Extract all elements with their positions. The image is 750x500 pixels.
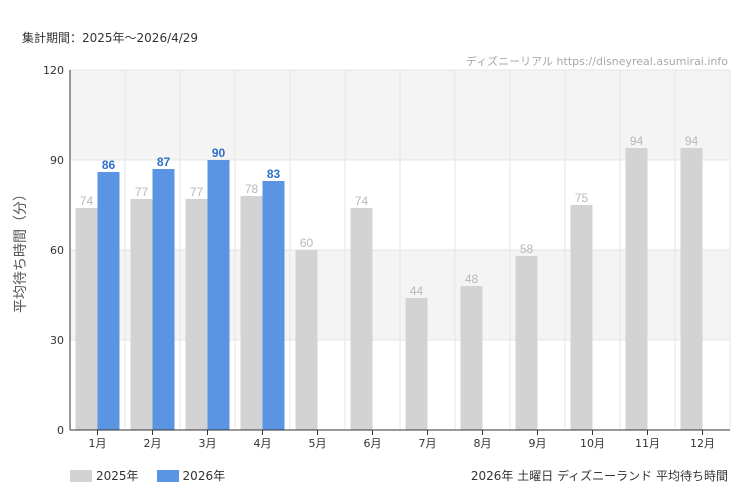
period-label: 集計期間：2025年～2026/4/29: [22, 31, 199, 45]
bar-2025年-9月: [515, 256, 538, 430]
data-label: 44: [410, 284, 424, 298]
x-tick-label: 1月: [89, 437, 107, 450]
bar-2025年-12月: [680, 148, 703, 430]
data-label: 60: [300, 236, 314, 250]
data-label: 74: [80, 194, 94, 208]
x-tick-label: 3月: [199, 437, 217, 450]
data-label: 77: [135, 185, 149, 199]
y-tick-label: 30: [50, 334, 64, 347]
legend-swatch-2026: [156, 469, 179, 482]
bar-2025年-3月: [185, 199, 208, 430]
data-label: 48: [465, 272, 479, 286]
data-label: 87: [157, 155, 171, 169]
legend: 2025年 2026年: [70, 467, 243, 484]
x-tick-label: 11月: [635, 437, 660, 450]
x-tick-label: 4月: [254, 437, 272, 450]
data-label: 74: [355, 194, 369, 208]
x-tick-label: 8月: [474, 437, 492, 450]
y-tick-label: 60: [50, 244, 64, 257]
data-label: 90: [212, 146, 226, 160]
bar-2025年-7月: [405, 298, 428, 430]
data-label: 86: [102, 158, 116, 172]
x-tick-label: 9月: [529, 437, 547, 450]
bar-2025年-6月: [350, 208, 373, 430]
x-tick-label: 5月: [309, 437, 327, 450]
bar-2025年-4月: [240, 196, 263, 430]
bar-2025年-10月: [570, 205, 593, 430]
y-tick-label: 90: [50, 154, 64, 167]
data-label: 94: [630, 134, 644, 148]
bar-2026年-1月: [97, 172, 120, 430]
x-tick-label: 12月: [690, 437, 715, 450]
bar-2026年-2月: [152, 169, 175, 430]
bar-2026年-3月: [207, 160, 230, 430]
x-tick-label: 2月: [144, 437, 162, 450]
legend-item-2025[interactable]: 2025年: [70, 467, 139, 484]
data-label: 94: [685, 134, 699, 148]
data-label: 83: [267, 167, 281, 181]
data-label: 77: [190, 185, 204, 199]
bar-2026年-4月: [262, 181, 285, 430]
bar-2025年-2月: [130, 199, 153, 430]
data-label: 78: [245, 182, 259, 196]
bar-2025年-8月: [460, 286, 483, 430]
legend-label-2025: 2025年: [96, 469, 139, 483]
watermark-text: ディズニーリアル https://disneyreal.asumirai.inf…: [465, 55, 728, 68]
x-tick-label: 6月: [364, 437, 382, 450]
bar-2025年-11月: [625, 148, 648, 430]
chart-subtitle: 2026年 土曜日 ディズニーランド 平均待ち時間: [470, 469, 728, 483]
bar-2025年-1月: [75, 208, 98, 430]
bar-2025年-5月: [295, 250, 318, 430]
data-label: 58: [520, 242, 534, 256]
x-tick-label: 10月: [580, 437, 605, 450]
legend-item-2026[interactable]: 2026年: [156, 467, 226, 484]
x-tick-label: 7月: [419, 437, 437, 450]
data-label: 75: [575, 191, 589, 205]
y-tick-label: 0: [57, 424, 64, 437]
y-tick-label: 120: [43, 64, 64, 77]
legend-label-2026: 2026年: [182, 469, 226, 483]
legend-swatch-2025: [70, 469, 92, 482]
